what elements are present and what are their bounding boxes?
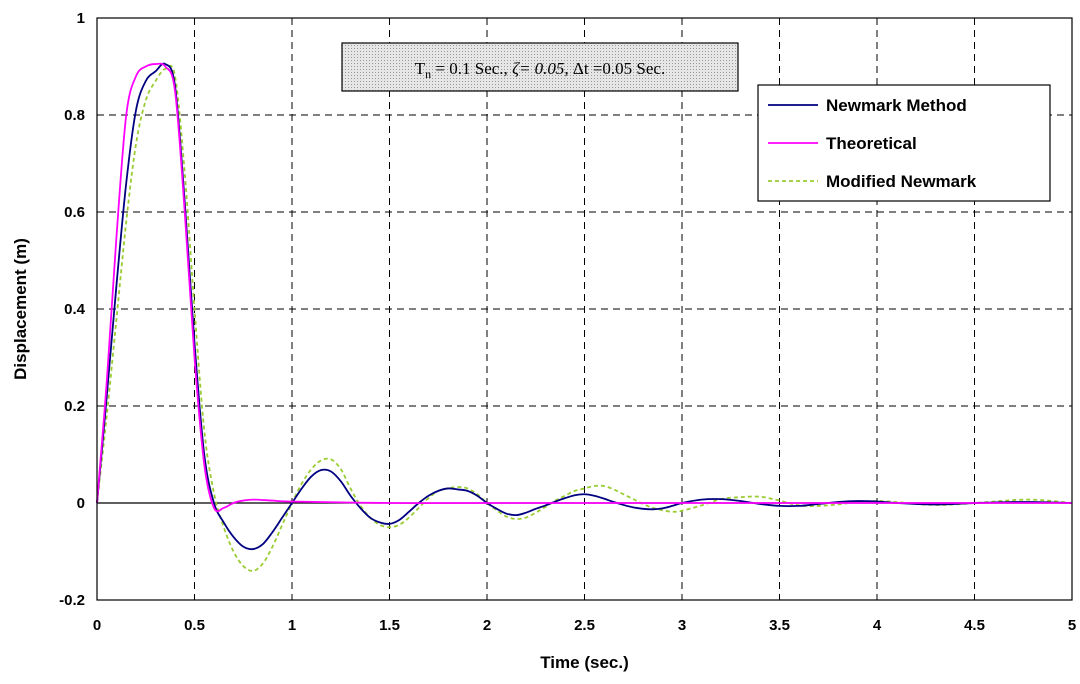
y-tick-label: 0.8 — [64, 107, 85, 124]
x-tick-label: 1.5 — [379, 617, 400, 634]
x-tick-label: 3.5 — [769, 617, 790, 634]
series-line-theoretical — [96, 62, 1072, 513]
x-tick-label: 4 — [873, 617, 882, 634]
series-lines — [96, 62, 1073, 572]
legend-label-theoretical: Theoretical — [826, 134, 917, 153]
annotation-box — [341, 42, 739, 92]
plot-frame — [96, 17, 1073, 601]
y-tick-label: -0.2 — [59, 592, 85, 609]
x-axis-title: Time (sec.) — [540, 653, 629, 672]
x-tick-label: 4.5 — [964, 617, 985, 634]
y-tick-label: 0.2 — [64, 398, 85, 415]
annotation-dt: Δt =0.05 Sec. — [573, 59, 665, 78]
x-tick-labels: 0 0.5 1 1.5 2 2.5 3 3.5 4 4.5 5 — [93, 617, 1076, 634]
x-tick-label: 1 — [288, 617, 296, 634]
x-tick-label: 0.5 — [184, 617, 205, 634]
x-tick-label: 0 — [93, 617, 101, 634]
y-tick-label: 0 — [77, 495, 85, 512]
legend-label-newmark: Newmark Method — [826, 96, 967, 115]
x-tick-label: 2.5 — [574, 617, 595, 634]
series-line-newmark — [96, 62, 1073, 551]
annotation-tn-subscript: n — [425, 67, 431, 81]
y-axis-title: Displacement (m) — [11, 238, 30, 380]
y-tick-label: 1 — [77, 10, 85, 27]
legend: Newmark Method Theoretical Modified Newm… — [757, 84, 1051, 202]
x-tick-label: 2 — [483, 617, 491, 634]
y-tick-labels: -0.2 0 0.2 0.4 0.6 0.8 1 — [59, 10, 86, 609]
parameter-annotation: Tn = 0.1 Sec., ζ= 0.05, Δt =0.05 Sec. — [341, 42, 739, 92]
x-tick-label: 3 — [678, 617, 686, 634]
legend-label-modified: Modified Newmark — [826, 172, 977, 191]
annotation-tn-value: = 0.1 Sec., — [431, 59, 512, 78]
y-tick-label: 0.4 — [64, 301, 86, 318]
annotation-tn-symbol: T — [415, 59, 426, 78]
annotation-text: Tn = 0.1 Sec., ζ= 0.05, Δt =0.05 Sec. — [415, 59, 665, 81]
y-tick-label: 0.6 — [64, 204, 85, 221]
grid-lines — [97, 18, 1072, 600]
annotation-zeta: ζ= 0.05, — [512, 59, 573, 78]
x-tick-label: 5 — [1068, 617, 1076, 634]
